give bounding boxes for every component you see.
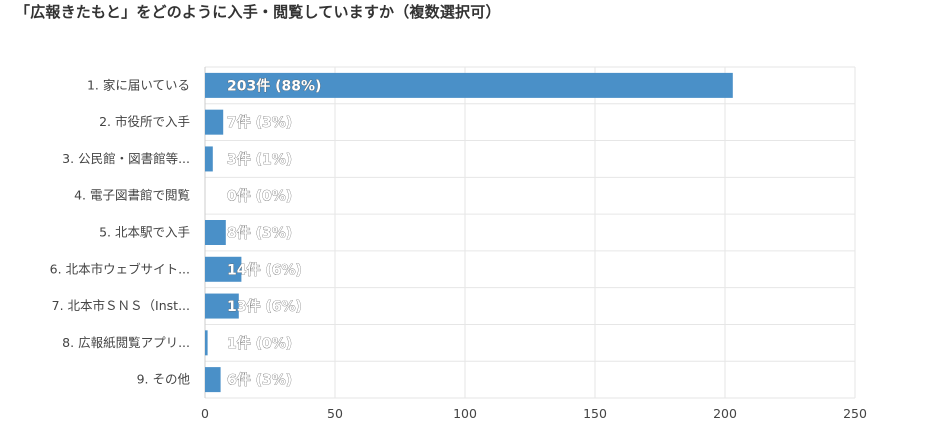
x-tick-label: 150 — [583, 406, 607, 421]
category-label: 4. 電子図書館で閲覧 — [74, 188, 190, 203]
bar — [205, 330, 208, 356]
bar — [205, 293, 239, 319]
bar — [205, 146, 213, 172]
data-label: 0件 (0%) — [227, 188, 292, 205]
category-label: 8. 広報紙閲覧アプリ... — [62, 335, 190, 350]
x-axis-ticks: 0 50 100 150 200 250 — [201, 406, 867, 421]
data-label: 8件 (3%) — [227, 225, 292, 242]
data-label: 7件 (3%) — [227, 114, 292, 131]
x-tick-label: 100 — [453, 406, 477, 421]
x-tick-label: 0 — [201, 406, 209, 421]
category-label: 3. 公民館・図書館等... — [62, 151, 190, 166]
data-label: 3件 (1%) — [227, 151, 292, 168]
data-label: 14件 (6%) — [227, 261, 302, 278]
bar — [205, 256, 242, 282]
data-label: 6件 (3%) — [227, 372, 292, 389]
bar — [205, 220, 226, 245]
category-label: 5. 北本駅で入手 — [99, 225, 190, 240]
bar — [205, 109, 224, 135]
data-label: 13件 (6%) — [227, 298, 302, 315]
x-tick-label: 200 — [713, 406, 737, 421]
category-label: 1. 家に届いている — [87, 77, 190, 92]
bar — [205, 367, 221, 393]
category-label: 9. その他 — [137, 372, 191, 387]
grid-lines — [204, 66, 856, 399]
chart-title: 「広報きたもと」をどのように入手・閲覧していますか（複数選択可） — [15, 3, 501, 21]
data-labels: 203件 (88%) 7件 (3%) 3件 (1%) 0件 (0%) 8件 (3%) 14… — [227, 77, 322, 389]
x-tick-label: 50 — [327, 406, 343, 421]
data-label: 1件 (0%) — [227, 335, 292, 352]
category-label: 2. 市役所で入手 — [99, 114, 190, 129]
bars — [205, 72, 733, 393]
category-label: 6. 北本市ウェブサイト... — [50, 261, 190, 276]
data-label: 203件 (88%) — [227, 77, 321, 94]
x-tick-label: 250 — [843, 406, 867, 421]
category-labels: 1. 家に届いている 2. 市役所で入手 3. 公民館・図書館等... 4. 電子図書… — [50, 77, 191, 386]
category-label: 7. 北本市ＳＮＳ（Inst... — [52, 298, 190, 313]
bar — [205, 72, 733, 98]
